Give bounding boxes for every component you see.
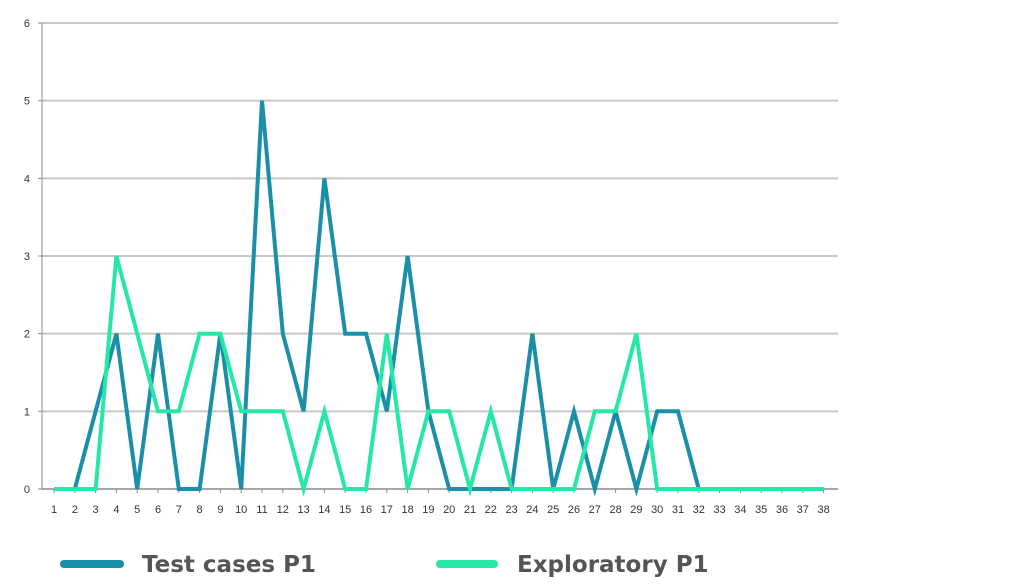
y-tick-label: 3 xyxy=(24,251,30,263)
y-tick-label: 6 xyxy=(24,18,30,30)
y-tick-label: 2 xyxy=(24,329,30,341)
legend-label: Exploratory P1 xyxy=(517,552,709,578)
x-tick-label: 5 xyxy=(134,504,140,516)
x-tick-label: 18 xyxy=(401,504,413,516)
x-tick-label: 32 xyxy=(693,504,705,516)
x-tick-label: 34 xyxy=(734,504,746,516)
y-tick-label: 5 xyxy=(24,96,30,108)
x-axis-ticks: 1 2 3 4 5 6 7 8 9 10 11 12 13 14 15 16 17 18 19 20 21 22 23 24 2… xyxy=(51,489,830,516)
x-tick-label: 2 xyxy=(72,504,78,516)
x-tick-label: 28 xyxy=(609,504,621,516)
x-tick-label: 35 xyxy=(755,504,767,516)
x-tick-label: 9 xyxy=(217,504,223,516)
x-tick-label: 31 xyxy=(672,504,684,516)
y-tick-label: 0 xyxy=(24,484,30,496)
legend-label: Test cases P1 xyxy=(142,552,316,578)
x-tick-label: 33 xyxy=(713,504,725,516)
x-tick-label: 14 xyxy=(318,504,330,516)
x-tick-label: 20 xyxy=(443,504,455,516)
x-tick-label: 11 xyxy=(256,504,267,516)
x-tick-label: 38 xyxy=(817,504,829,516)
x-tick-label: 23 xyxy=(505,504,517,516)
x-tick-label: 8 xyxy=(197,504,203,516)
x-tick-label: 3 xyxy=(93,504,99,516)
x-tick-label: 7 xyxy=(176,504,182,516)
x-tick-label: 36 xyxy=(776,504,788,516)
x-tick-label: 19 xyxy=(422,504,434,516)
y-tick-label: 1 xyxy=(24,406,30,418)
x-tick-label: 6 xyxy=(155,504,161,516)
y-tick-label: 4 xyxy=(24,173,30,185)
x-tick-label: 12 xyxy=(277,504,289,516)
x-tick-label: 15 xyxy=(339,504,351,516)
x-tick-label: 1 xyxy=(51,504,57,516)
x-tick-label: 27 xyxy=(589,504,601,516)
x-tick-label: 26 xyxy=(568,504,580,516)
x-tick-label: 4 xyxy=(113,504,119,516)
x-tick-label: 25 xyxy=(547,504,559,516)
series-lines xyxy=(54,100,824,497)
x-tick-label: 17 xyxy=(381,504,393,516)
x-tick-label: 37 xyxy=(797,504,809,516)
series-line-test-cases-p1 xyxy=(54,100,824,497)
x-tick-label: 29 xyxy=(630,504,642,516)
x-tick-label: 21 xyxy=(464,504,476,516)
x-tick-label: 22 xyxy=(485,504,497,516)
series-line-exploratory-p1 xyxy=(54,255,824,497)
x-tick-label: 24 xyxy=(526,504,538,516)
x-tick-label: 30 xyxy=(651,504,663,516)
y-axis-ticks: 0 1 2 3 4 5 6 xyxy=(24,18,42,496)
x-tick-label: 13 xyxy=(297,504,309,516)
legend: Test cases P1 Exploratory P1 xyxy=(60,552,709,578)
grid-lines xyxy=(42,22,838,413)
x-tick-label: 10 xyxy=(235,504,247,516)
x-tick-label: 16 xyxy=(360,504,372,516)
